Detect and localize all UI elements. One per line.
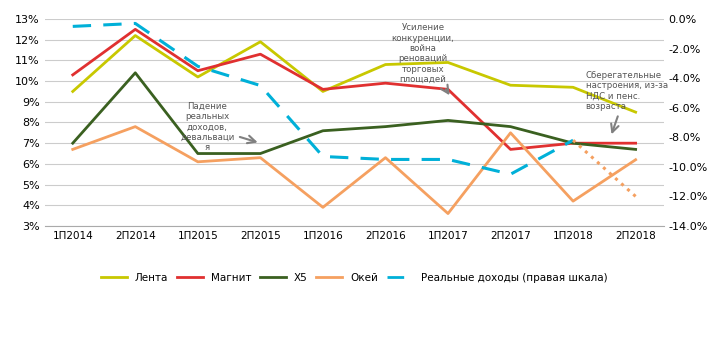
Text: Усиление
конкуренции,
война
реноваций
торговых
площадей: Усиление конкуренции, война реноваций то… [392, 23, 454, 93]
Text: Падение
реальных
доходов,
девальваци
я: Падение реальных доходов, девальваци я [180, 102, 255, 152]
Text: Сберегательные
настроения, из-за
НДС и пенс.
возраста: Сберегательные настроения, из-за НДС и п… [586, 71, 668, 132]
Legend: Лента, Магнит, Х5, Окей, Реальные доходы (правая шкала): Лента, Магнит, Х5, Окей, Реальные доходы… [96, 269, 612, 287]
